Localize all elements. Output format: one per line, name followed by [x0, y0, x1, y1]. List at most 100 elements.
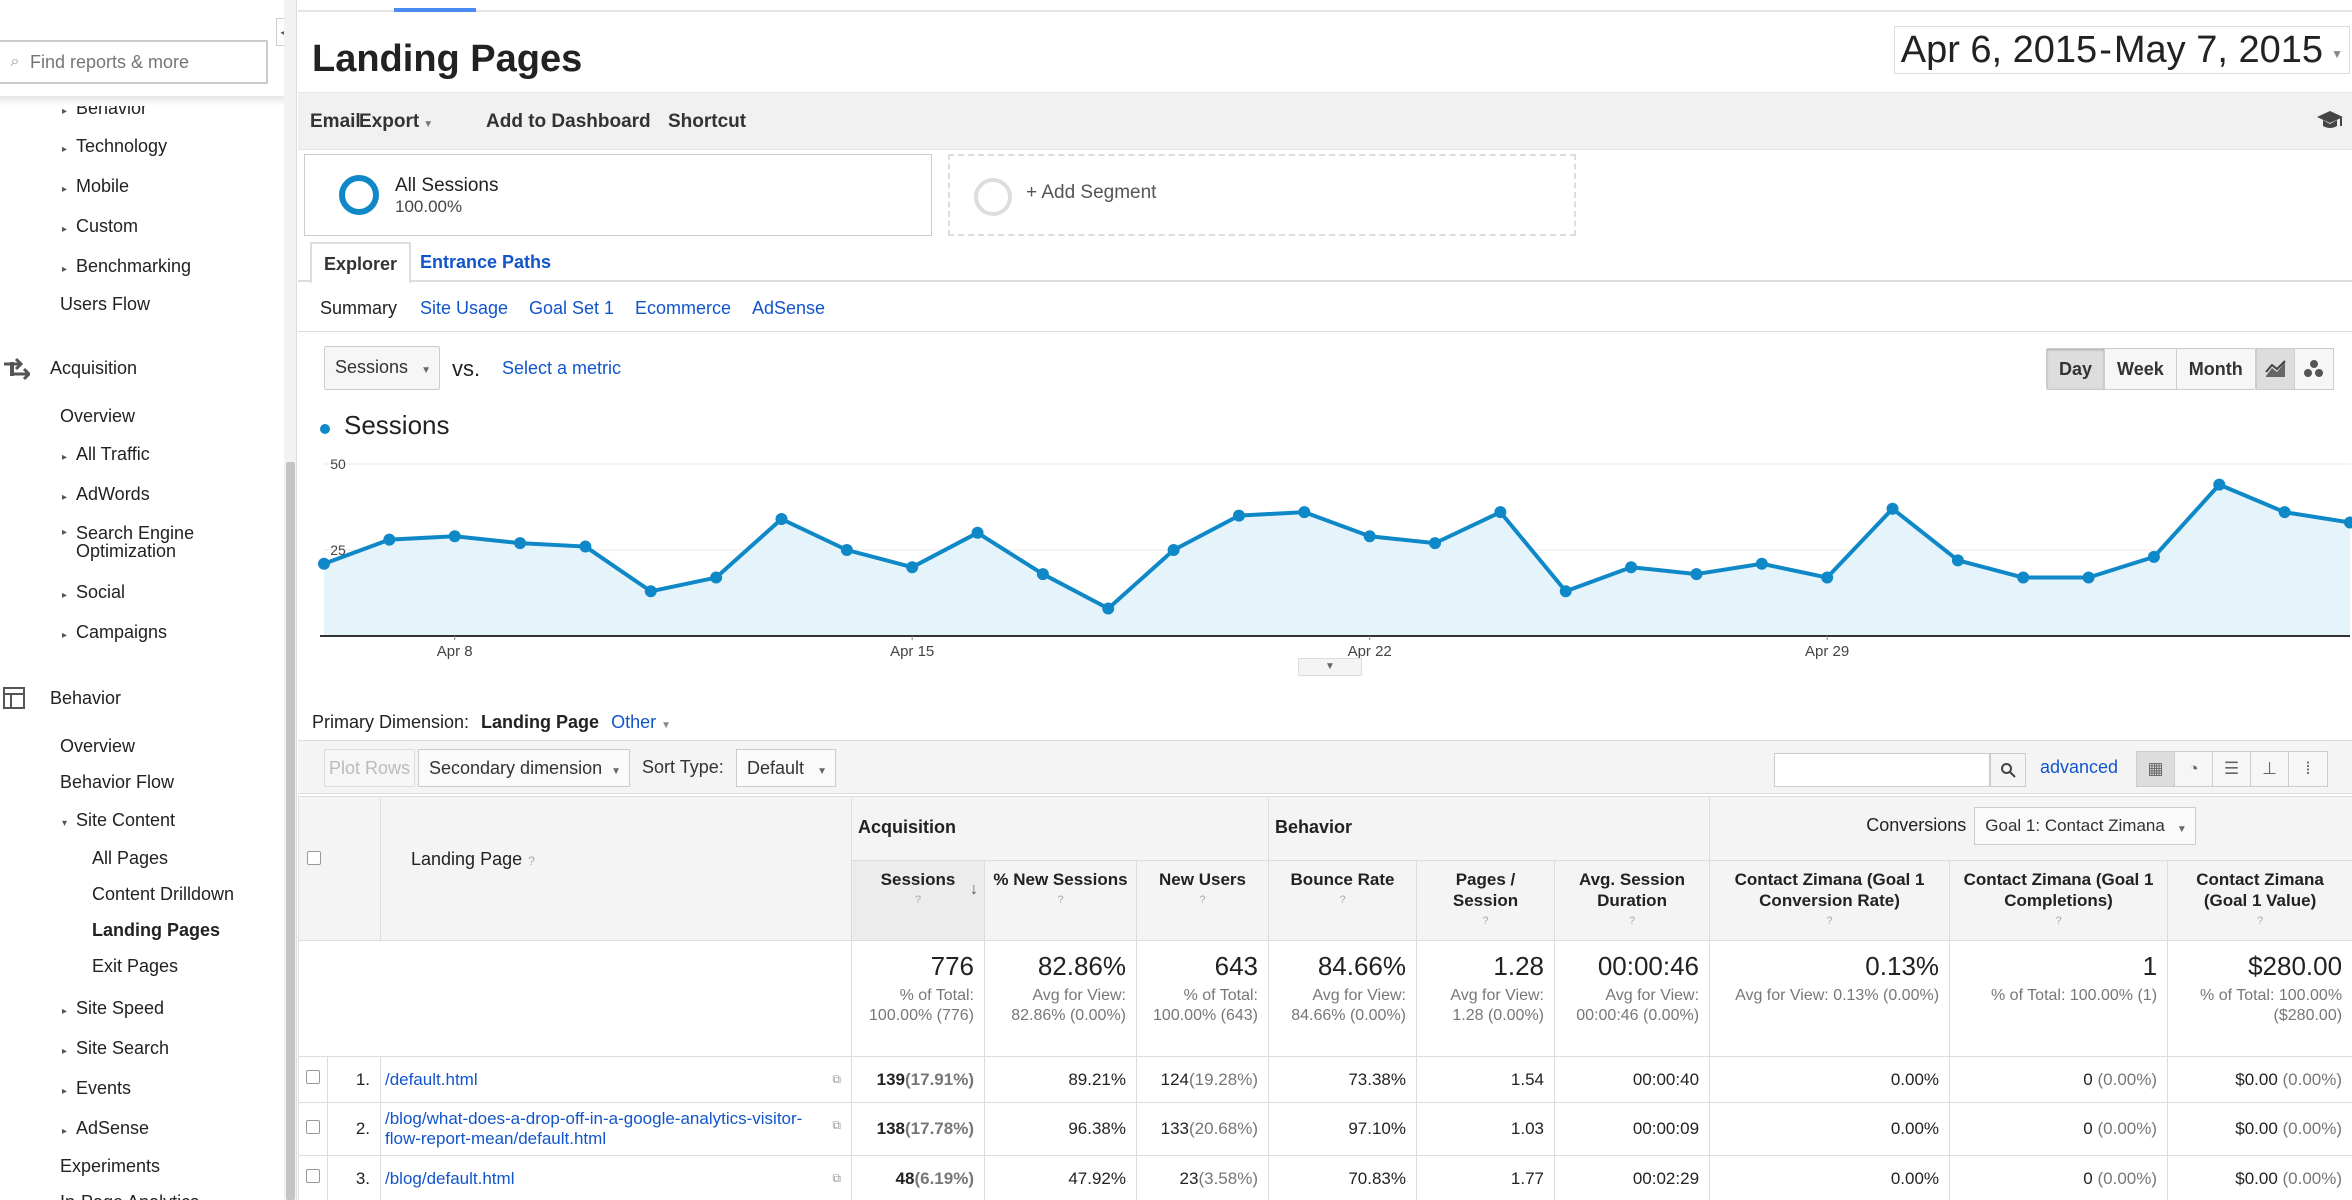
- add-segment-button[interactable]: + Add Segment: [948, 154, 1576, 236]
- new-users-column-header[interactable]: New Users?: [1136, 860, 1269, 941]
- comparison-view-button[interactable]: ⊥: [2251, 752, 2289, 786]
- help-icon[interactable]: ?: [1057, 894, 1064, 906]
- sidebar-section-acquisition[interactable]: Acquisition: [0, 356, 280, 381]
- table-search-button[interactable]: [1990, 753, 2026, 787]
- external-link-icon[interactable]: ⧉: [832, 1118, 841, 1132]
- avg-session-duration-column-header[interactable]: Avg. Session Duration?: [1553, 860, 1711, 941]
- sidebar-item-behavior-partial[interactable]: ▸ Behavior: [62, 106, 147, 122]
- metric-dropdown[interactable]: Sessions ▼: [324, 346, 440, 390]
- day-button[interactable]: Day: [2047, 349, 2106, 389]
- sidebar-item-acq-overview[interactable]: Overview: [60, 406, 135, 426]
- help-icon[interactable]: ?: [1339, 894, 1346, 906]
- sidebar-item-users-flow[interactable]: Users Flow: [60, 294, 150, 314]
- external-link-icon[interactable]: ⧉: [832, 1171, 841, 1185]
- dimension-landing-page[interactable]: Landing Page: [481, 712, 600, 732]
- landing-page-column-header[interactable]: Landing Page?: [380, 796, 852, 941]
- select-all-checkbox[interactable]: [307, 851, 321, 865]
- sessions-line-chart[interactable]: 25 50 Apr 8 Apr 15 Apr 22 Apr 29: [298, 450, 2352, 680]
- graduation-cap-icon[interactable]: [2316, 109, 2344, 138]
- sidebar-item-behavior-flow[interactable]: Behavior Flow: [60, 772, 174, 792]
- email-button[interactable]: Email: [310, 111, 361, 132]
- subtab-adsense[interactable]: AdSense: [752, 298, 826, 318]
- sidebar-item-content-drilldown[interactable]: Content Drilldown: [92, 884, 234, 904]
- date-range-picker[interactable]: Apr 6, 2015 - May 7, 2015 ▼: [1893, 26, 2350, 74]
- segment-all-sessions[interactable]: All Sessions 100.00%: [304, 154, 932, 236]
- sidebar-item-campaigns[interactable]: ▸ Campaigns: [62, 622, 167, 646]
- pages-session-column-header[interactable]: Pages / Session?: [1416, 860, 1555, 941]
- goal1-conversion-rate-column-header[interactable]: Contact Zimana (Goal 1 Conversion Rate)?: [1709, 860, 1951, 941]
- subtab-site-usage[interactable]: Site Usage: [420, 298, 509, 318]
- help-icon[interactable]: ?: [1826, 915, 1833, 927]
- new-sessions-column-header[interactable]: % New Sessions?: [984, 860, 1137, 941]
- sidebar-item-in-page-analytics[interactable]: In-Page Analytics: [60, 1192, 199, 1200]
- sidebar-item-events[interactable]: ▸ Events: [62, 1078, 131, 1102]
- help-icon[interactable]: ?: [2256, 915, 2264, 927]
- help-icon[interactable]: ?: [1482, 915, 1489, 927]
- sidebar-item-landing-pages[interactable]: Landing Pages: [92, 920, 220, 940]
- sidebar-item-all-pages[interactable]: All Pages: [92, 848, 168, 868]
- subtab-goal-set-1[interactable]: Goal Set 1: [529, 298, 615, 318]
- sidebar-item-mobile[interactable]: ▸ Mobile: [62, 176, 129, 200]
- subtab-summary[interactable]: Summary: [320, 298, 398, 318]
- table-row[interactable]: 3./blog/default.html ⧉ 48(6.19%) 47.92% 23(3…: [298, 1155, 2352, 1200]
- landing-page-link[interactable]: /blog/default.html: [385, 1168, 515, 1188]
- help-icon[interactable]: ?: [914, 894, 922, 906]
- subtab-ecommerce[interactable]: Ecommerce: [635, 298, 732, 318]
- table-row[interactable]: 1./default.html ⧉ 139(17.91%) 89.21% 124(19.…: [298, 1056, 2352, 1103]
- help-icon[interactable]: ?: [1199, 894, 1206, 906]
- sidebar-item-site-speed[interactable]: ▸ Site Speed: [62, 998, 164, 1022]
- search-input[interactable]: [30, 51, 250, 73]
- week-button[interactable]: Week: [2105, 349, 2177, 389]
- goal-selector-dropdown[interactable]: Goal 1: Contact Zimana ▼: [1974, 807, 2196, 845]
- sidebar-item-social[interactable]: ▸ Social: [62, 582, 125, 606]
- line-chart-button[interactable]: [2257, 349, 2295, 389]
- goal1-value-column-header[interactable]: Contact Zimana (Goal 1 Value)?: [2167, 860, 2352, 941]
- sidebar-item-beh-overview[interactable]: Overview: [60, 736, 135, 756]
- landing-page-link[interactable]: /blog/what-does-a-drop-off-in-a-google-a…: [385, 1109, 803, 1148]
- row-checkbox[interactable]: [306, 1070, 320, 1084]
- bounce-rate-column-header[interactable]: Bounce Rate?: [1268, 860, 1417, 941]
- export-button[interactable]: Export ▼: [359, 111, 433, 133]
- chart-collapse-handle[interactable]: ▼: [1298, 658, 1362, 676]
- sidebar-item-technology[interactable]: ▸ Technology: [62, 136, 167, 160]
- help-icon[interactable]: ?: [1628, 915, 1636, 927]
- dimension-other-dropdown[interactable]: Other ▼: [611, 712, 671, 733]
- row-checkbox[interactable]: [306, 1169, 320, 1183]
- advanced-filter-link[interactable]: advanced: [2040, 757, 2119, 777]
- data-view-button[interactable]: ▦: [2137, 752, 2175, 786]
- sidebar-scrollbar-thumb[interactable]: [286, 462, 295, 1200]
- sort-type-dropdown[interactable]: Default ▼: [736, 749, 836, 787]
- external-link-icon[interactable]: ⧉: [832, 1072, 841, 1086]
- help-icon[interactable]: ?: [2055, 915, 2062, 927]
- shortcut-button[interactable]: Shortcut: [668, 111, 747, 132]
- sidebar-item-seo[interactable]: ▸ Search Engine Optimization: [62, 524, 242, 560]
- chart-legend[interactable]: Sessions: [320, 410, 450, 441]
- help-icon[interactable]: ?: [528, 854, 535, 868]
- goal1-completions-column-header[interactable]: Contact Zimana (Goal 1 Completions)?: [1949, 860, 2169, 941]
- sidebar-item-custom[interactable]: ▸ Custom: [62, 216, 138, 240]
- sidebar-item-site-content[interactable]: ▾ Site Content: [62, 810, 175, 834]
- secondary-dimension-dropdown[interactable]: Secondary dimension ▼: [418, 749, 630, 787]
- tab-explorer[interactable]: Explorer: [310, 242, 412, 284]
- sidebar-item-adsense[interactable]: ▸ AdSense: [62, 1118, 149, 1142]
- sidebar-item-benchmarking[interactable]: ▸ Benchmarking: [62, 256, 191, 280]
- tab-entrance-paths[interactable]: Entrance Paths: [420, 252, 552, 272]
- table-filter-input[interactable]: [1774, 753, 1990, 787]
- plot-rows-button[interactable]: Plot Rows: [324, 749, 416, 787]
- sidebar-item-experiments[interactable]: Experiments: [60, 1156, 160, 1176]
- sidebar-item-site-search[interactable]: ▸ Site Search: [62, 1038, 169, 1062]
- sidebar-section-behavior[interactable]: Behavior: [0, 686, 280, 710]
- sidebar-item-adwords[interactable]: ▸ AdWords: [62, 484, 150, 508]
- row-checkbox[interactable]: [306, 1119, 320, 1134]
- sidebar-item-all-traffic[interactable]: ▸ All Traffic: [62, 444, 150, 468]
- landing-page-link[interactable]: /default.html: [385, 1069, 478, 1089]
- table-row[interactable]: 2./blog/what-does-a-drop-off-in-a-google…: [298, 1102, 2352, 1156]
- month-button[interactable]: Month: [2176, 349, 2255, 389]
- search-box[interactable]: ⌕: [0, 40, 268, 84]
- performance-view-button[interactable]: ☰: [2213, 752, 2251, 786]
- sidebar-item-exit-pages[interactable]: Exit Pages: [92, 956, 178, 976]
- pivot-view-button[interactable]: ⦙: [2289, 752, 2327, 786]
- sessions-column-header[interactable]: Sessions ↓?: [851, 860, 985, 941]
- percentage-view-button[interactable]: ◔: [2175, 752, 2213, 786]
- motion-chart-button[interactable]: [2295, 349, 2333, 389]
